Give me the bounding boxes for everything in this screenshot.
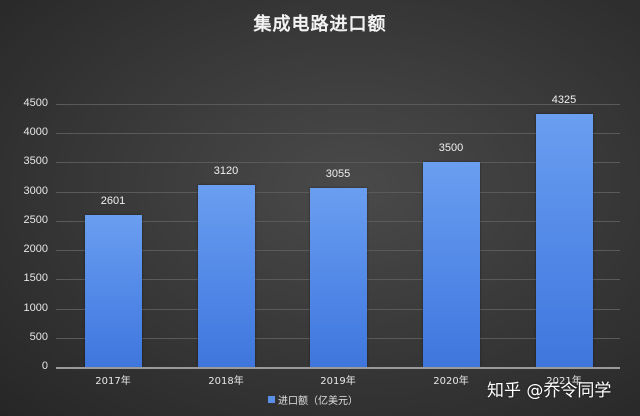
x-tick-label: 2019年 bbox=[320, 376, 356, 387]
gridline bbox=[56, 162, 620, 163]
y-tick-label: 4500 bbox=[23, 97, 48, 109]
legend-label: 进口额（亿美元） bbox=[278, 396, 358, 407]
data-label: 3055 bbox=[325, 168, 351, 180]
y-tick-label: 0 bbox=[41, 360, 48, 372]
x-tick-label: 2018年 bbox=[208, 376, 244, 387]
legend: 进口额（亿美元） bbox=[268, 392, 358, 407]
bar-2021年 bbox=[536, 114, 593, 367]
y-tick-label: 3500 bbox=[23, 155, 48, 167]
data-label: 3500 bbox=[438, 142, 464, 154]
x-tick-label: 2020年 bbox=[433, 376, 469, 387]
gridline bbox=[56, 104, 620, 105]
x-tick-label: 2017年 bbox=[95, 376, 131, 387]
y-tick-label: 1000 bbox=[23, 302, 48, 314]
x-axis-line bbox=[56, 367, 620, 369]
bar-2020年 bbox=[423, 162, 480, 367]
x-tick-label: 2021年 bbox=[546, 376, 582, 387]
data-label: 2601 bbox=[100, 195, 126, 207]
y-tick-label: 2500 bbox=[23, 214, 48, 226]
watermark: 知乎 @乔令同学 bbox=[487, 381, 612, 401]
y-tick-label: 500 bbox=[29, 331, 48, 343]
bar-2018年 bbox=[198, 185, 255, 367]
chart-title: 集成电路进口额 bbox=[253, 14, 387, 35]
y-tick-label: 1500 bbox=[23, 272, 48, 284]
y-tick-label: 3000 bbox=[23, 185, 48, 197]
data-label: 3120 bbox=[213, 165, 239, 177]
legend-swatch-icon bbox=[268, 396, 275, 403]
data-label: 4325 bbox=[551, 94, 577, 106]
y-tick-label: 4000 bbox=[23, 126, 48, 138]
bar-2017年 bbox=[85, 215, 142, 367]
bar-2019年 bbox=[310, 188, 367, 367]
gridline bbox=[56, 133, 620, 134]
y-tick-label: 2000 bbox=[23, 243, 48, 255]
